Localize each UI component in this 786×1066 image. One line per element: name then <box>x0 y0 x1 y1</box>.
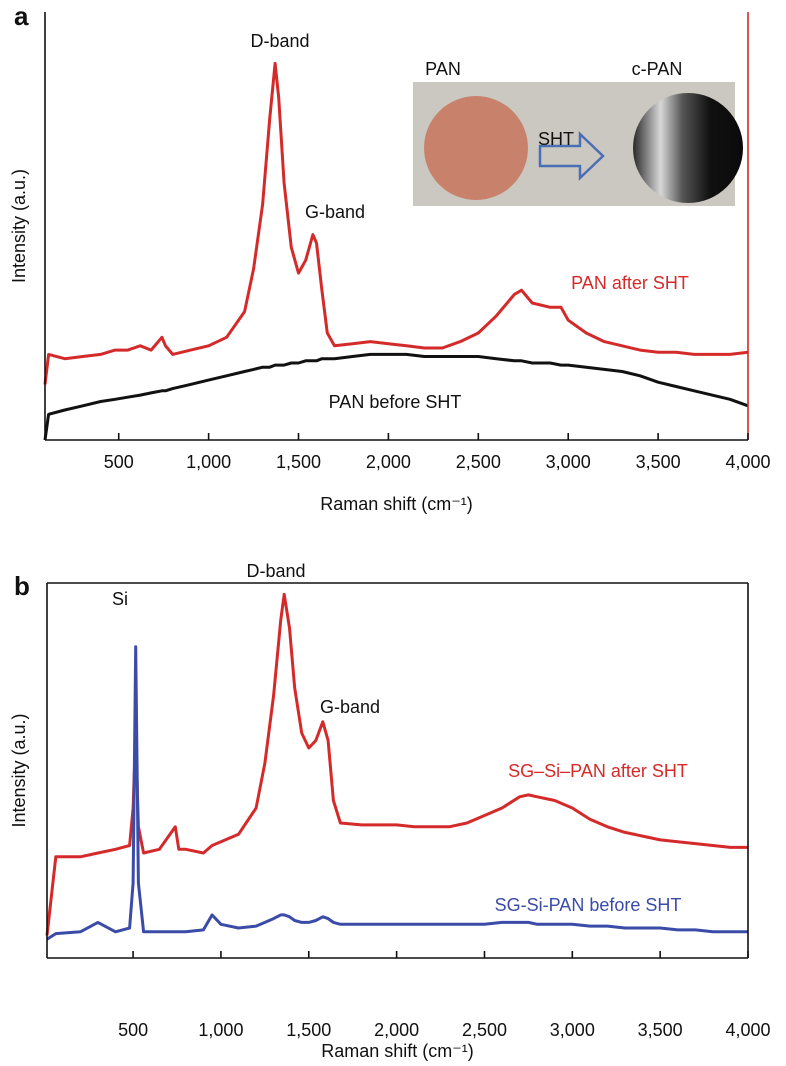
x-axis-label: Raman shift (cm⁻¹) <box>320 494 473 514</box>
x-axis-label: Raman shift (cm⁻¹) <box>321 1041 474 1061</box>
y-axis-label: Intensity (a.u.) <box>9 713 29 827</box>
annotation: c-PAN <box>632 59 683 79</box>
y-axis-label: Intensity (a.u.) <box>9 169 29 283</box>
x-tick-label: 4,000 <box>725 1020 770 1040</box>
x-tick-label: 1,500 <box>276 452 321 472</box>
x-tick-label: 1,500 <box>286 1020 331 1040</box>
series-label: SG–Si–PAN after SHT <box>508 761 688 781</box>
panel-letter: b <box>14 571 30 601</box>
x-tick-label: 3,000 <box>546 452 591 472</box>
x-tick-label: 2,000 <box>374 1020 419 1040</box>
x-tick-label: 1,000 <box>186 452 231 472</box>
annotation: PAN <box>425 59 461 79</box>
annotation: Si <box>112 589 128 609</box>
pan-disc <box>424 96 528 200</box>
x-tick-label: 2,000 <box>366 452 411 472</box>
annotation: D-band <box>246 561 305 581</box>
x-tick-label: 3,500 <box>636 452 681 472</box>
x-tick-label: 500 <box>104 452 134 472</box>
c-pan-disc <box>633 93 743 203</box>
inset-photo <box>413 82 743 206</box>
panel-letter: a <box>14 1 29 31</box>
arrow <box>538 131 605 181</box>
x-tick-label: 2,500 <box>462 1020 507 1040</box>
series-label: SG-Si-PAN before SHT <box>495 895 682 915</box>
x-tick-label: 500 <box>118 1020 148 1040</box>
x-tick-label: 2,500 <box>456 452 501 472</box>
annotation: G-band <box>320 697 380 717</box>
series-label: PAN before SHT <box>329 392 462 412</box>
series-line <box>43 61 749 385</box>
x-tick-label: 3,000 <box>550 1020 595 1040</box>
series-line <box>43 352 749 441</box>
x-tick-label: 3,500 <box>638 1020 683 1040</box>
x-tick-label: 1,000 <box>198 1020 243 1040</box>
annotation: G-band <box>305 202 365 222</box>
annotation: SHT <box>538 129 574 149</box>
series-line <box>45 592 748 936</box>
series-line <box>46 645 748 941</box>
series-label: PAN after SHT <box>571 273 689 293</box>
annotation: D-band <box>250 31 309 51</box>
x-tick-label: 4,000 <box>725 452 770 472</box>
